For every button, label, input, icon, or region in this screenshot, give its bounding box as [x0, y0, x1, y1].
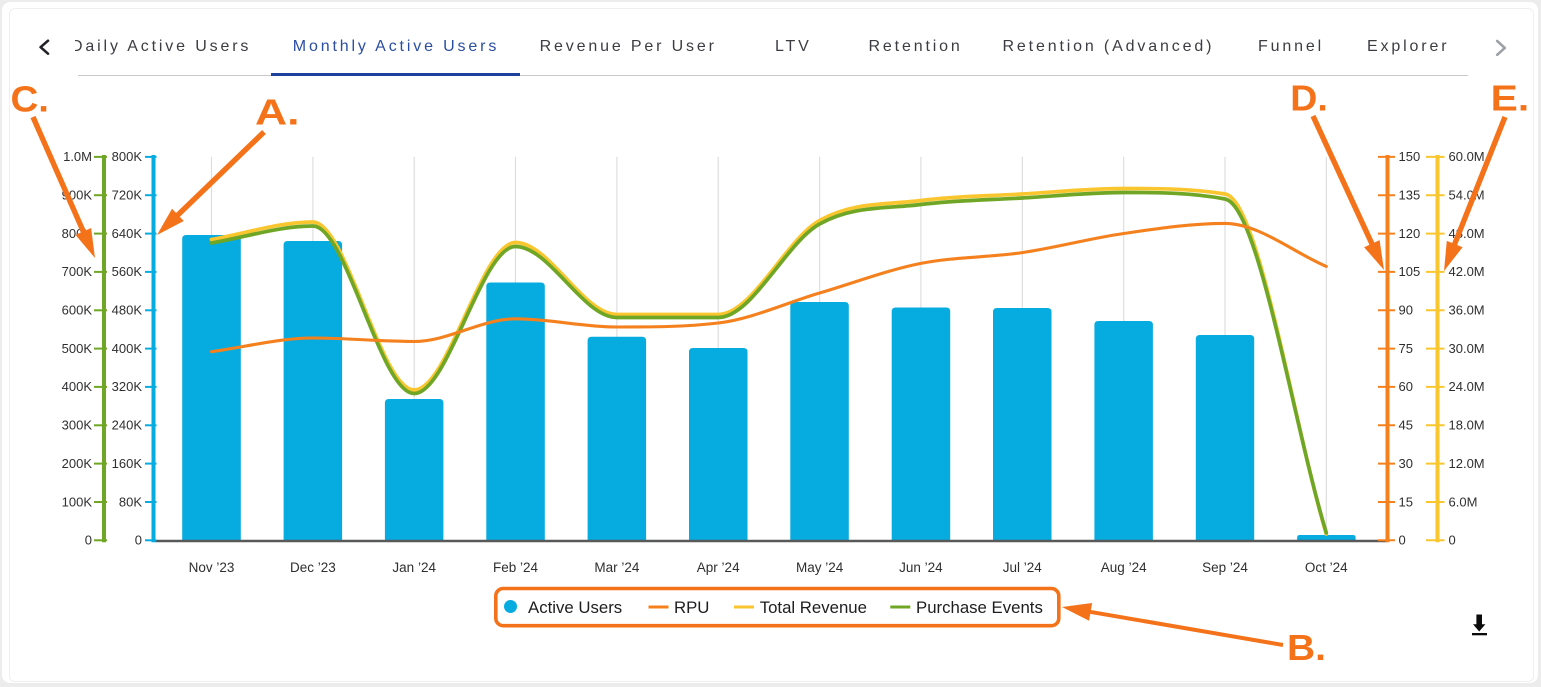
svg-text:12.0M: 12.0M	[1449, 456, 1485, 471]
svg-text:E.: E.	[1491, 78, 1530, 119]
svg-text:600K: 600K	[62, 303, 93, 318]
svg-text:60.0M: 60.0M	[1449, 149, 1485, 164]
svg-text:Jun ’24: Jun ’24	[899, 560, 943, 575]
svg-text:42.0M: 42.0M	[1449, 264, 1485, 279]
svg-text:54.0M: 54.0M	[1449, 188, 1485, 203]
svg-text:Feb ’24: Feb ’24	[493, 560, 539, 575]
svg-text:120: 120	[1399, 226, 1421, 241]
svg-text:150: 150	[1399, 149, 1421, 164]
svg-text:D.: D.	[1290, 78, 1328, 119]
svg-text:45: 45	[1399, 418, 1413, 433]
svg-text:400K: 400K	[112, 341, 143, 356]
svg-text:Jul ’24: Jul ’24	[1003, 560, 1043, 575]
svg-text:160K: 160K	[112, 456, 143, 471]
svg-text:560K: 560K	[112, 264, 143, 279]
svg-text:100K: 100K	[62, 494, 93, 509]
svg-text:0: 0	[1449, 533, 1456, 548]
svg-text:Mar ’24: Mar ’24	[594, 560, 640, 575]
svg-text:6.0M: 6.0M	[1449, 494, 1478, 509]
svg-text:200K: 200K	[62, 456, 93, 471]
svg-text:720K: 720K	[112, 188, 143, 203]
svg-text:400K: 400K	[62, 379, 93, 394]
svg-text:0: 0	[135, 533, 142, 548]
svg-text:320K: 320K	[112, 379, 143, 394]
svg-text:640K: 640K	[112, 226, 143, 241]
svg-text:240K: 240K	[112, 418, 143, 433]
svg-text:Active Users: Active Users	[528, 598, 622, 617]
svg-text:135: 135	[1399, 188, 1421, 203]
svg-text:1.0M: 1.0M	[63, 149, 92, 164]
svg-text:Dec ’23: Dec ’23	[290, 560, 336, 575]
svg-text:Jan ’24: Jan ’24	[392, 560, 436, 575]
svg-text:Purchase Events: Purchase Events	[916, 598, 1043, 617]
svg-text:Apr ’24: Apr ’24	[697, 560, 740, 575]
svg-text:RPU: RPU	[674, 598, 709, 617]
svg-text:30: 30	[1399, 456, 1413, 471]
svg-text:A.: A.	[255, 92, 300, 133]
svg-text:0: 0	[1399, 533, 1406, 548]
svg-text:105: 105	[1399, 264, 1421, 279]
svg-text:60: 60	[1399, 379, 1413, 394]
svg-text:800K: 800K	[112, 149, 143, 164]
svg-text:24.0M: 24.0M	[1449, 379, 1485, 394]
svg-text:30.0M: 30.0M	[1449, 341, 1485, 356]
svg-text:500K: 500K	[62, 341, 93, 356]
svg-text:18.0M: 18.0M	[1449, 418, 1485, 433]
svg-text:80K: 80K	[119, 494, 142, 509]
svg-text:Aug ’24: Aug ’24	[1101, 560, 1147, 575]
svg-text:Nov ’23: Nov ’23	[189, 560, 235, 575]
svg-text:36.0M: 36.0M	[1449, 303, 1485, 318]
svg-text:B.: B.	[1287, 627, 1326, 668]
svg-text:75: 75	[1399, 341, 1413, 356]
svg-text:0: 0	[85, 533, 92, 548]
svg-text:May ’24: May ’24	[796, 560, 844, 575]
svg-text:Oct ’24: Oct ’24	[1305, 560, 1348, 575]
svg-text:700K: 700K	[62, 264, 93, 279]
svg-text:90: 90	[1399, 303, 1413, 318]
svg-text:Sep ’24: Sep ’24	[1202, 560, 1248, 575]
svg-text:300K: 300K	[62, 418, 93, 433]
svg-text:Total Revenue: Total Revenue	[760, 598, 867, 617]
svg-text:15: 15	[1399, 494, 1413, 509]
svg-text:480K: 480K	[112, 303, 143, 318]
svg-text:C.: C.	[11, 79, 50, 120]
